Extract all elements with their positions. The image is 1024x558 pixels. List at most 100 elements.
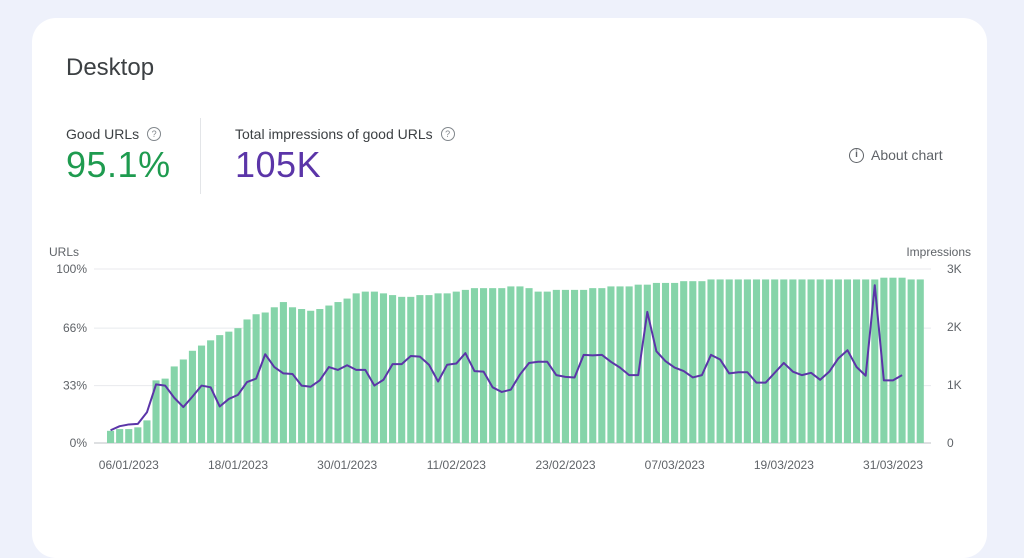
good-urls-bar bbox=[843, 279, 852, 443]
good-urls-bar bbox=[225, 331, 233, 443]
good-urls-bar bbox=[197, 345, 206, 443]
good-urls-bar bbox=[352, 293, 360, 443]
x-axis-tick-label: 06/01/2023 bbox=[99, 458, 159, 472]
good-urls-bar bbox=[762, 279, 770, 443]
good-urls-bar bbox=[807, 279, 815, 443]
left-axis-tick-label: 66% bbox=[63, 321, 87, 335]
good-urls-bar bbox=[798, 279, 806, 443]
good-urls-bar bbox=[489, 288, 497, 443]
good-urls-bar bbox=[834, 279, 842, 443]
good-urls-bar bbox=[170, 366, 178, 443]
good-urls-bar bbox=[589, 288, 597, 443]
good-urls-bar bbox=[752, 279, 761, 443]
good-urls-bar bbox=[116, 429, 124, 443]
impressions-line bbox=[110, 284, 903, 432]
good-urls-bar bbox=[334, 302, 342, 443]
right-axis-tick-label: 1K bbox=[947, 378, 962, 392]
x-axis-tick-label: 23/02/2023 bbox=[536, 458, 596, 472]
good-urls-bar bbox=[407, 296, 415, 443]
good-urls-bar bbox=[416, 295, 424, 443]
good-urls-bar bbox=[361, 291, 369, 443]
good-urls-bar bbox=[452, 291, 460, 443]
good-urls-bar bbox=[916, 279, 924, 443]
good-urls-bar bbox=[161, 378, 169, 443]
good-urls-bar bbox=[325, 305, 333, 443]
good-urls-bar bbox=[825, 279, 833, 443]
x-axis-tick-label: 19/03/2023 bbox=[754, 458, 814, 472]
good-urls-bar bbox=[652, 282, 660, 443]
right-axis-tick-label: 2K bbox=[947, 320, 962, 334]
good-urls-bar bbox=[398, 296, 406, 443]
right-axis-tick-label: 3K bbox=[947, 262, 962, 276]
good-urls-bar bbox=[853, 279, 861, 443]
good-urls-bar bbox=[698, 281, 706, 443]
good-urls-bar bbox=[680, 281, 688, 443]
good-urls-bar bbox=[316, 309, 324, 443]
good-urls-bar bbox=[580, 289, 588, 443]
good-urls-bar bbox=[234, 328, 242, 443]
right-axis-title: Impressions bbox=[906, 245, 971, 259]
help-icon[interactable]: ? bbox=[147, 127, 162, 141]
good-urls-bar bbox=[543, 291, 551, 443]
good-urls-bar bbox=[880, 277, 888, 443]
good-urls-bar bbox=[634, 284, 642, 443]
x-axis-tick-label: 07/03/2023 bbox=[645, 458, 705, 472]
good-urls-bar bbox=[207, 340, 215, 443]
good-urls-bar bbox=[525, 288, 533, 443]
good-urls-bar bbox=[261, 312, 269, 443]
good-urls-chart[interactable]: 100% 66% 33% 0% 3K 2K 1K 0 URLs Impressions 06/01/… bbox=[0, 0, 1024, 517]
about-chart-button[interactable]: i About chart bbox=[849, 147, 943, 163]
impressions-metric[interactable]: Total impressions of good URLs ? 105K bbox=[235, 126, 455, 186]
good-urls-bar bbox=[907, 279, 915, 443]
good-urls-bar bbox=[816, 279, 824, 443]
good-urls-bar bbox=[616, 286, 624, 443]
x-axis-tick-label: 18/01/2023 bbox=[208, 458, 268, 472]
good-urls-bar bbox=[480, 288, 488, 443]
good-urls-bar bbox=[425, 295, 433, 443]
good-urls-value: 95.1% bbox=[66, 144, 171, 185]
about-chart-label: About chart bbox=[871, 147, 943, 163]
good-urls-bar bbox=[370, 291, 378, 443]
good-urls-bar bbox=[771, 279, 779, 443]
good-urls-label: Good URLs bbox=[66, 126, 140, 142]
good-urls-metric[interactable]: Good URLs ? 95.1% bbox=[66, 126, 171, 186]
good-urls-bar bbox=[389, 295, 397, 443]
info-icon: i bbox=[849, 147, 864, 163]
good-urls-bar bbox=[125, 429, 133, 443]
good-urls-bar bbox=[862, 279, 870, 443]
good-urls-bar bbox=[270, 307, 278, 443]
good-urls-bar bbox=[743, 279, 751, 443]
good-urls-bar bbox=[625, 286, 633, 443]
good-urls-bar bbox=[898, 277, 906, 443]
good-urls-bar bbox=[671, 282, 679, 443]
good-urls-bar bbox=[598, 288, 606, 443]
good-urls-bar bbox=[443, 293, 451, 443]
good-urls-bar bbox=[216, 335, 224, 443]
good-urls-bar bbox=[789, 279, 797, 443]
good-urls-bar bbox=[507, 286, 515, 443]
good-urls-bar bbox=[534, 291, 542, 443]
good-urls-bar bbox=[780, 279, 788, 443]
card-title: Desktop bbox=[66, 54, 155, 81]
metric-divider bbox=[200, 118, 201, 194]
good-urls-bar bbox=[707, 279, 715, 443]
good-urls-bar bbox=[570, 289, 579, 443]
good-urls-bar bbox=[107, 430, 115, 443]
good-urls-bar bbox=[298, 309, 306, 443]
good-urls-bar bbox=[152, 380, 160, 443]
right-axis-tick-label: 0 bbox=[947, 436, 954, 450]
impressions-value: 105K bbox=[235, 144, 322, 185]
left-axis-tick-label: 33% bbox=[63, 379, 87, 393]
good-urls-bar bbox=[734, 279, 742, 443]
help-icon[interactable]: ? bbox=[440, 127, 455, 141]
good-urls-bar bbox=[516, 286, 524, 443]
good-urls-bar bbox=[661, 282, 670, 443]
good-urls-bar bbox=[343, 298, 351, 443]
good-urls-bar bbox=[725, 279, 733, 443]
left-axis-tick-label: 0% bbox=[70, 436, 88, 450]
good-urls-bar bbox=[561, 289, 569, 443]
good-urls-bar bbox=[470, 288, 479, 443]
impressions-label: Total impressions of good URLs bbox=[235, 126, 433, 142]
x-axis-tick-label: 30/01/2023 bbox=[317, 458, 377, 472]
good-urls-bar bbox=[134, 427, 142, 443]
